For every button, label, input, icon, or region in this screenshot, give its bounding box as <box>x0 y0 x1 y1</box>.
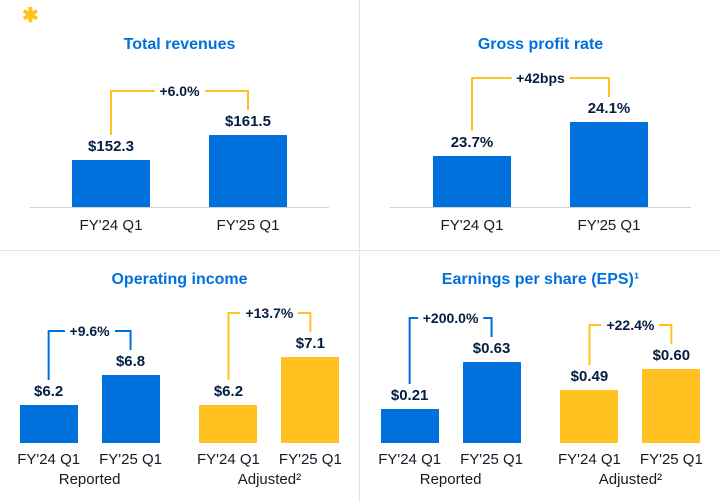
bar <box>433 156 511 208</box>
bars-row: $0.49 FY'24 Q1 $0.60 FY'25 Q1 <box>558 347 703 468</box>
bars-row: $6.2 FY'24 Q1 $6.8 FY'25 Q1 <box>17 353 162 468</box>
category-label: FY'25 Q1 <box>460 451 523 468</box>
chart-panel-total-revenues: Total revenues $152.3 FY'24 Q1 $161.5 FY'25 … <box>0 0 360 251</box>
bar-column: $0.60 FY'25 Q1 <box>640 347 703 468</box>
bar-column: 23.7% FY'24 Q1 <box>433 134 511 234</box>
bars-row: $0.21 FY'24 Q1 $0.63 FY'25 Q1 <box>378 340 523 468</box>
growth-annotation: +6.0% <box>154 83 205 99</box>
category-label: FY'24 Q1 <box>197 451 260 468</box>
group-label: Reported <box>58 471 121 488</box>
chart-area: $0.21 FY'24 Q1 $0.63 FY'25 Q1 Reported $0.49 F… <box>360 340 721 488</box>
category-label: FY'25 Q1 <box>278 451 342 468</box>
group-label: Adjusted² <box>598 471 663 488</box>
bar-value-label: $6.2 <box>34 383 64 400</box>
chart-title: Total revenues <box>123 36 236 53</box>
bar <box>642 369 701 443</box>
bar-value-label: 24.1% <box>587 100 631 117</box>
bar-value-label: $0.60 <box>652 347 691 364</box>
walmart-spark-logo: ✱ <box>22 5 39 27</box>
bar-value-label: $152.3 <box>88 138 134 155</box>
bar <box>101 375 160 443</box>
bar-group: $6.2 FY'24 Q1 $7.1 FY'25 Q1 Adjusted² <box>197 335 342 488</box>
bar <box>199 405 258 443</box>
bar <box>72 160 150 208</box>
bar <box>19 405 78 443</box>
growth-annotation: +13.7% <box>240 305 299 321</box>
group-label: Adjusted² <box>237 471 302 488</box>
chart-title: Operating income <box>111 271 248 288</box>
category-label: FY'25 Q1 <box>639 451 703 468</box>
bar-group: $152.3 FY'24 Q1 $161.5 FY'25 Q1 <box>72 113 287 234</box>
category-label: FY'25 Q1 <box>99 451 162 468</box>
bars-row: $152.3 FY'24 Q1 $161.5 FY'25 Q1 <box>72 113 287 234</box>
bar-value-label: $7.1 <box>295 335 325 352</box>
bar-column: $7.1 FY'25 Q1 <box>279 335 342 468</box>
bar-column: $0.21 FY'24 Q1 <box>378 387 441 468</box>
bar-value-label: $0.21 <box>390 387 429 404</box>
category-label: FY'24 Q1 <box>440 217 504 234</box>
growth-annotation: +22.4% <box>601 317 660 333</box>
bar-column: 24.1% FY'25 Q1 <box>570 100 648 234</box>
bar-group: $0.21 FY'24 Q1 $0.63 FY'25 Q1 Reported <box>378 340 523 488</box>
bar-value-label: 23.7% <box>450 134 494 151</box>
bar <box>570 122 648 208</box>
chart-area: $6.2 FY'24 Q1 $6.8 FY'25 Q1 Reported $6.2 FY'2… <box>0 335 359 488</box>
bar-column: $6.8 FY'25 Q1 <box>99 353 162 468</box>
bar-column: $0.63 FY'25 Q1 <box>460 340 523 468</box>
category-label: FY'24 Q1 <box>17 451 81 468</box>
bar <box>281 357 340 443</box>
bar-group: $0.49 FY'24 Q1 $0.60 FY'25 Q1 Adjusted² <box>558 347 703 488</box>
axis-baseline <box>390 207 691 208</box>
bar <box>560 390 619 443</box>
bar <box>462 362 521 443</box>
category-label: FY'24 Q1 <box>378 451 442 468</box>
bar-group: 23.7% FY'24 Q1 24.1% FY'25 Q1 <box>433 100 648 234</box>
bar-value-label: $6.8 <box>115 353 146 370</box>
category-label: FY'25 Q1 <box>216 217 280 234</box>
bar <box>209 135 287 208</box>
group-label: Reported <box>419 471 482 488</box>
category-label: FY'25 Q1 <box>577 217 641 234</box>
bars-row: $6.2 FY'24 Q1 $7.1 FY'25 Q1 <box>197 335 342 468</box>
bar-column: $161.5 FY'25 Q1 <box>209 113 287 234</box>
bar-column: $0.49 FY'24 Q1 <box>558 368 621 468</box>
chart-area: $152.3 FY'24 Q1 $161.5 FY'25 Q1 <box>0 113 359 234</box>
bar-value-label: $0.63 <box>472 340 511 357</box>
bar-value-label: $0.49 <box>570 368 609 385</box>
bar-group: $6.2 FY'24 Q1 $6.8 FY'25 Q1 Reported <box>17 353 162 488</box>
bar <box>380 409 439 443</box>
category-label: FY'24 Q1 <box>79 217 143 234</box>
chart-area: 23.7% FY'24 Q1 24.1% FY'25 Q1 <box>360 100 721 234</box>
axis-baseline <box>30 207 329 208</box>
chart-title: Earnings per share (EPS)¹ <box>441 271 640 288</box>
chart-panel-earnings-per-share: Earnings per share (EPS)¹ $0.21 FY'24 Q1 $0… <box>360 251 721 502</box>
chart-panel-gross-profit-rate: Gross profit rate 23.7% FY'24 Q1 24.1% FY'25… <box>360 0 721 251</box>
bar-column: $6.2 FY'24 Q1 <box>17 383 80 468</box>
chart-title: Gross profit rate <box>477 36 604 53</box>
chart-panel-operating-income: Operating income $6.2 FY'24 Q1 $6.8 FY'25 Q1… <box>0 251 360 502</box>
bar-column: $6.2 FY'24 Q1 <box>197 383 260 468</box>
growth-annotation: +9.6% <box>64 323 115 339</box>
bar-column: $152.3 FY'24 Q1 <box>72 138 150 234</box>
growth-annotation: +42bps <box>511 70 570 86</box>
bar-value-label: $6.2 <box>213 383 244 400</box>
category-label: FY'24 Q1 <box>558 451 621 468</box>
growth-annotation: +200.0% <box>417 310 484 326</box>
bar-value-label: $161.5 <box>225 113 271 130</box>
bars-row: 23.7% FY'24 Q1 24.1% FY'25 Q1 <box>433 100 648 234</box>
